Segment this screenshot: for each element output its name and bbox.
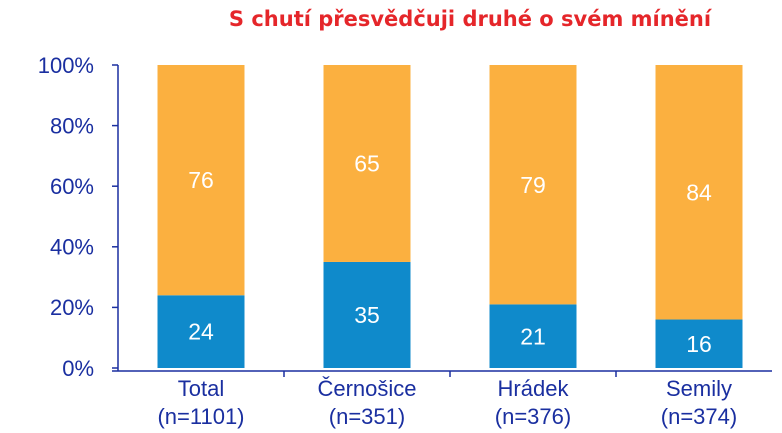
y-tick-label: 20% — [50, 295, 94, 320]
y-tick-label: 100% — [38, 53, 94, 78]
bar-segment — [323, 261, 411, 368]
x-tick-label: Hrádek — [498, 376, 570, 401]
bar-segment — [157, 295, 245, 368]
y-tick-label: 60% — [50, 174, 94, 199]
data-label: 35 — [354, 302, 380, 328]
data-label: 16 — [686, 331, 712, 357]
data-label: 21 — [520, 323, 546, 349]
bar-segment — [157, 65, 245, 296]
data-label: 76 — [188, 167, 214, 193]
bar-segment — [655, 65, 743, 320]
x-tick-label: (n=374) — [661, 404, 737, 429]
x-tick-label: (n=1101) — [157, 404, 244, 429]
data-label: 79 — [520, 172, 546, 198]
x-tick-label: (n=351) — [329, 404, 405, 429]
y-tick-label: 80% — [50, 113, 94, 138]
data-label: 84 — [686, 179, 712, 205]
x-tick-label: Černošice — [317, 376, 416, 401]
bar-segment — [323, 65, 411, 262]
chart-title: S chutí přesvědčuji druhé o svém mínění — [229, 7, 713, 31]
x-tick-label: Semily — [666, 376, 732, 401]
bar-segment — [655, 319, 743, 368]
y-tick-label: 0% — [62, 356, 94, 381]
x-tick-label: Total — [178, 376, 224, 401]
data-label: 65 — [354, 151, 380, 177]
bar-segment — [489, 304, 577, 368]
x-tick-label: (n=376) — [495, 404, 571, 429]
data-label: 24 — [188, 319, 214, 345]
bar-segment — [489, 65, 577, 305]
y-tick-label: 40% — [50, 235, 94, 260]
